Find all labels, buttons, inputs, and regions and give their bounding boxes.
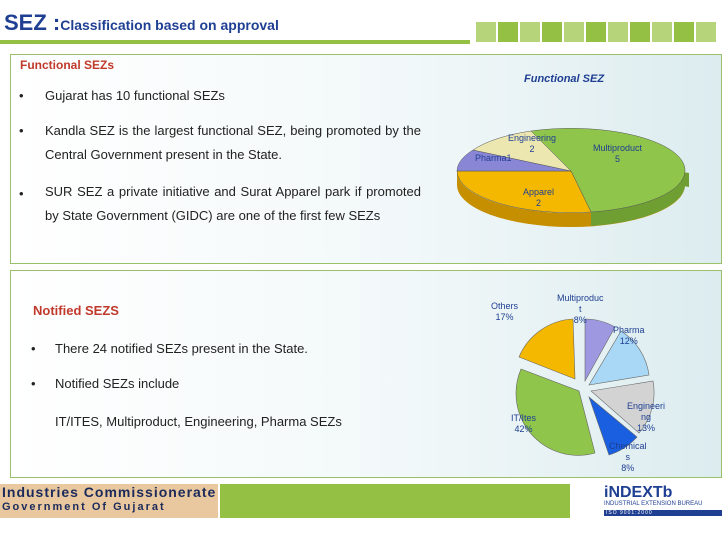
- functional-point-2: Kandla SEZ is the largest functional SEZ…: [45, 123, 421, 162]
- notified-sez-chart: [515, 318, 655, 456]
- bullet: •: [19, 123, 24, 138]
- bullet: •: [19, 88, 24, 103]
- indextb-logo: iNDEXTb INDUSTRIAL EXTENSION BUREAU ISO …: [600, 484, 728, 518]
- bullet: •: [31, 341, 36, 356]
- label-apparel: Apparel 2: [523, 187, 555, 208]
- bullet: •: [31, 376, 36, 391]
- header-bar: [0, 40, 470, 44]
- page-title: SEZ :Classification based on approval: [4, 10, 279, 46]
- brand-bar: [604, 510, 722, 516]
- footer: Industries Commissionerate Government Of…: [0, 484, 728, 546]
- org-logo: Industries Commissionerate Government Of…: [0, 484, 218, 518]
- pie-slice-chemicals: [588, 396, 638, 456]
- org-line-2: Government Of Gujarat: [2, 501, 166, 513]
- pie-slice-engineering: [472, 130, 572, 172]
- pie-side-green: [591, 171, 685, 226]
- label-pharma: Pharma1: [475, 153, 512, 163]
- brand-name: iNDEXTb: [604, 484, 673, 501]
- pie-slice-others: [518, 318, 576, 380]
- label-others: Others 17%: [491, 301, 519, 322]
- pie-slice-multiproduct: [530, 128, 686, 213]
- label-multiproduct: Multiproduc t 8%: [557, 293, 604, 325]
- functional-point-3: SUR SEZ a private initiative and Surat A…: [45, 184, 421, 223]
- pie-slice-engineering: [590, 380, 655, 434]
- notified-point-2: Notified SEZs include: [55, 376, 180, 391]
- notified-heading: Notified SEZS: [33, 303, 119, 318]
- brand-bar-text: ISO 9001:2000: [606, 510, 653, 516]
- header-decoration: [476, 22, 716, 42]
- label-chemicals: Chemical s 8%: [609, 441, 647, 473]
- label-multiproduct: Multiproduct 5: [593, 143, 643, 164]
- pie-slice-pharma: [588, 330, 650, 386]
- label-itites: IT/Ites 42%: [511, 413, 537, 434]
- bullet: •: [19, 186, 24, 201]
- label-engineering: Engineering 2: [508, 133, 557, 154]
- functional-sez-panel: Functional SEZs • Gujarat has 10 functio…: [10, 54, 722, 264]
- label-pharma: Pharma 12%: [613, 325, 645, 346]
- title-main: SEZ :: [4, 10, 61, 35]
- org-line-1: Industries Commissionerate: [2, 484, 217, 500]
- pie-slice-apparel: [456, 170, 592, 213]
- title-sub: Classification based on approval: [60, 17, 279, 33]
- brand-sub: INDUSTRIAL EXTENSION BUREAU: [604, 501, 703, 507]
- label-engineering: Engineeri ng 13%: [627, 401, 666, 433]
- pie-slice-itites: [515, 368, 596, 456]
- functional-point-1: Gujarat has 10 functional SEZs: [45, 88, 225, 103]
- functional-sez-chart: [456, 128, 689, 227]
- footer-band: [220, 484, 570, 518]
- pie-slice-multiproduct: [584, 318, 616, 383]
- functional-heading: Functional SEZs: [20, 58, 115, 72]
- notified-sub-text: IT/ITES, Multiproduct, Engineering, Phar…: [55, 414, 342, 429]
- notified-sez-panel: Notified SEZS • There 24 notified SEZs p…: [10, 270, 722, 478]
- notified-point-1: There 24 notified SEZs present in the St…: [55, 341, 308, 356]
- chart-title-functional: Functional SEZ: [524, 73, 605, 85]
